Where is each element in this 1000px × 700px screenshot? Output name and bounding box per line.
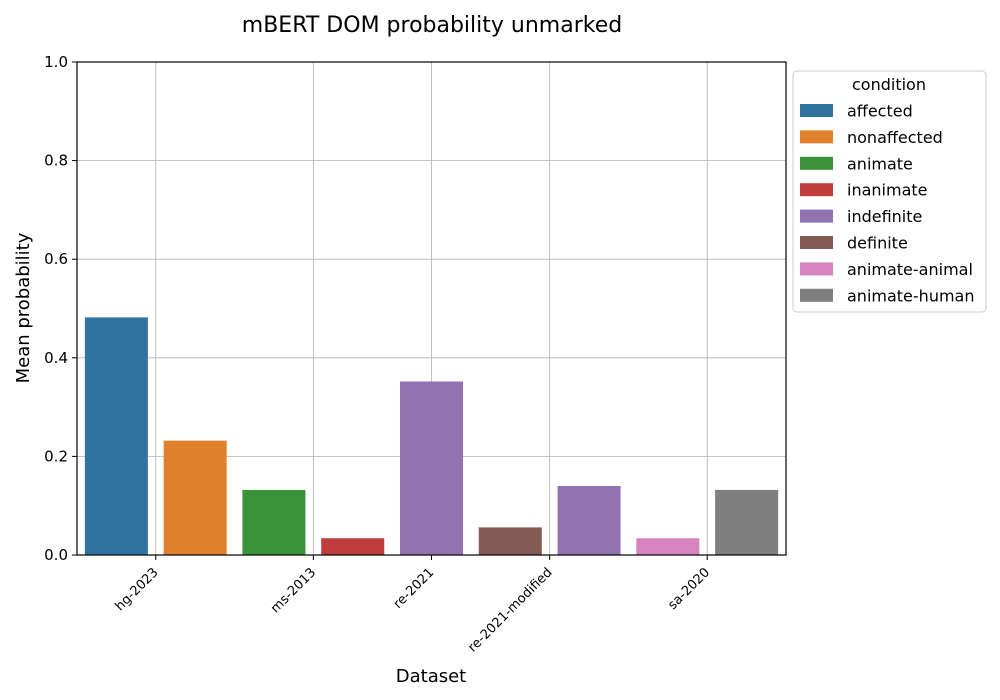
x-tick-label: ms-2013 [268, 565, 319, 616]
x-axis-ticks: hg-2023 ms-2013 re-2021 re-2021-modified sa-… [113, 555, 713, 655]
legend-title: condition [852, 75, 926, 94]
bar-re-2021-modified-definite [478, 527, 542, 555]
legend-label: definite [847, 234, 908, 253]
bar-ms-2013-inanimate [321, 538, 385, 555]
legend-label: affected [847, 102, 913, 121]
legend-swatch [800, 288, 833, 302]
legend-label: animate [847, 154, 913, 173]
legend-label: animate-human [847, 286, 974, 305]
y-tick-label: 0.4 [44, 349, 68, 367]
bar-re-2021-modified-indefinite [557, 485, 621, 555]
x-tick-label: sa-2020 [665, 565, 713, 613]
legend-swatch [800, 156, 833, 170]
x-axis-label: Dataset [396, 666, 467, 687]
bar-hg-2023-affected [84, 317, 148, 555]
y-axis-ticks: 0.0 0.2 0.4 0.6 0.8 1.0 [44, 53, 77, 564]
legend-frame [792, 70, 987, 313]
legend-swatch [800, 262, 833, 276]
y-tick-label: 0.2 [44, 447, 68, 465]
legend-swatch [800, 104, 833, 117]
y-tick-label: 0.8 [44, 152, 68, 170]
legend-label: nonaffected [847, 128, 943, 147]
chart-title: mBERT DOM probability unmarked [242, 13, 622, 38]
y-tick-label: 0.0 [44, 546, 68, 564]
bar-hg-2023-nonaffected [163, 440, 227, 555]
bars-group [84, 317, 779, 555]
legend-label: animate-animal [847, 260, 973, 279]
bar-ms-2013-animate [242, 489, 306, 555]
legend-swatch [800, 130, 833, 144]
legend-swatch [800, 209, 833, 223]
legend-swatch [800, 183, 833, 197]
x-tick-label: hg-2023 [113, 565, 162, 614]
bar-re-2021-indefinite [399, 381, 464, 555]
x-tick-label: re-2021 [391, 565, 438, 612]
x-tick-label: re-2021-modified [465, 565, 555, 655]
legend-label: indefinite [847, 207, 922, 226]
y-axis-label: Mean probability [13, 232, 34, 383]
legend-label: inanimate [847, 181, 927, 200]
legend-entries: affected nonaffected animate inanimate indef… [800, 102, 974, 305]
legend-swatch [800, 236, 833, 249]
y-tick-label: 1.0 [44, 53, 68, 71]
legend: condition affected nonaffected animate inan… [792, 70, 987, 313]
bar-sa-2020-animate-human [715, 489, 779, 555]
bar-sa-2020-animate-animal [636, 538, 700, 555]
y-tick-label: 0.6 [44, 250, 68, 268]
